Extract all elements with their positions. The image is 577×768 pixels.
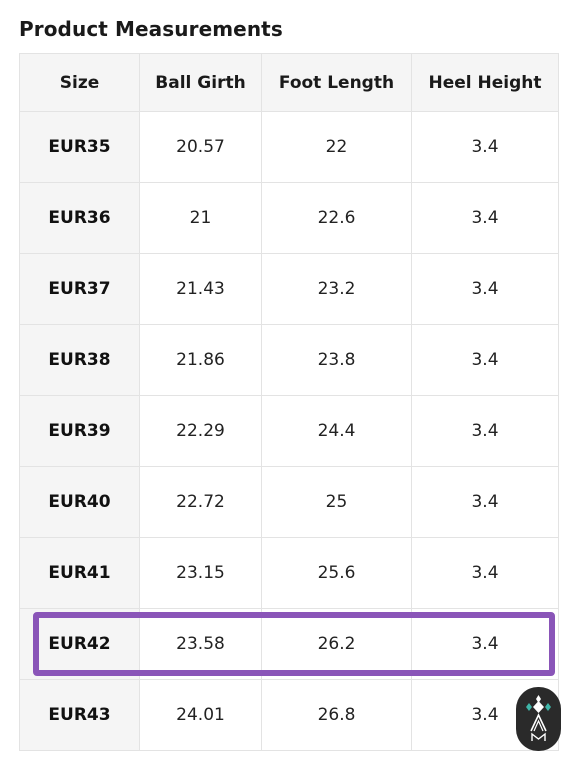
table-row: EUR36 21 22.6 3.4 [19,182,559,254]
foot-length-cell: 25.6 [261,537,412,609]
table-row: EUR40 22.72 25 3.4 [19,466,559,538]
heel-height-cell: 3.4 [411,324,559,396]
table-row: EUR43 24.01 26.8 3.4 [19,679,559,751]
header-heel-height: Heel Height [411,53,559,112]
heel-height-cell: 3.4 [411,466,559,538]
table-row: EUR41 23.15 25.6 3.4 [19,537,559,609]
measurements-table: Size Ball Girth Foot Length Heel Height … [19,53,559,751]
size-cell: EUR39 [19,395,140,467]
foot-length-cell: 23.2 [261,253,412,325]
foot-length-cell: 26.8 [261,679,412,751]
header-foot-length: Foot Length [261,53,412,112]
header-ball-girth: Ball Girth [139,53,262,112]
ball-girth-cell: 21.43 [139,253,262,325]
table-row: EUR35 20.57 22 3.4 [19,111,559,183]
size-cell: EUR40 [19,466,140,538]
page-title: Product Measurements [19,17,283,41]
ball-girth-cell: 20.57 [139,111,262,183]
ball-girth-cell: 21 [139,182,262,254]
ball-girth-cell: 23.58 [139,608,262,680]
table-row: EUR37 21.43 23.2 3.4 [19,253,559,325]
heel-height-cell: 3.4 [411,537,559,609]
table-row: EUR39 22.29 24.4 3.4 [19,395,559,467]
foot-length-cell: 23.8 [261,324,412,396]
size-cell: EUR35 [19,111,140,183]
header-size: Size [19,53,140,112]
heel-height-cell: 3.4 [411,608,559,680]
ball-girth-cell: 24.01 [139,679,262,751]
foot-length-cell: 22.6 [261,182,412,254]
heel-height-cell: 3.4 [411,395,559,467]
ball-girth-cell: 22.72 [139,466,262,538]
foot-length-cell: 24.4 [261,395,412,467]
table-row-highlighted: EUR42 23.58 26.2 3.4 [19,608,559,680]
table-row: EUR38 21.86 23.8 3.4 [19,324,559,396]
size-cell: EUR37 [19,253,140,325]
heel-height-cell: 3.4 [411,182,559,254]
ball-girth-cell: 23.15 [139,537,262,609]
brand-logo-icon[interactable] [516,687,561,751]
size-cell: EUR42 [19,608,140,680]
foot-length-cell: 22 [261,111,412,183]
foot-length-cell: 26.2 [261,608,412,680]
size-cell: EUR36 [19,182,140,254]
ball-girth-cell: 22.29 [139,395,262,467]
size-cell: EUR38 [19,324,140,396]
table-header-row: Size Ball Girth Foot Length Heel Height [19,53,559,112]
size-cell: EUR41 [19,537,140,609]
brand-logo-icon-svg [526,695,551,741]
foot-length-cell: 25 [261,466,412,538]
heel-height-cell: 3.4 [411,111,559,183]
heel-height-cell: 3.4 [411,253,559,325]
size-cell: EUR43 [19,679,140,751]
ball-girth-cell: 21.86 [139,324,262,396]
